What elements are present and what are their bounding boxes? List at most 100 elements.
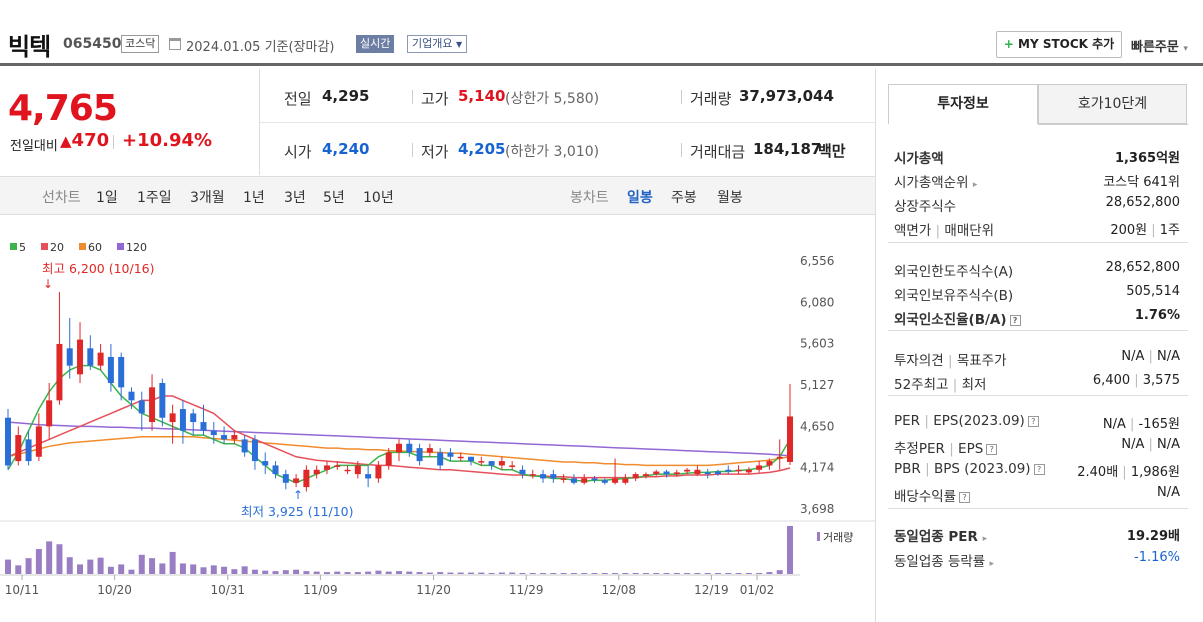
info-value-text: 1.76% xyxy=(1134,308,1180,323)
volume-bar xyxy=(5,559,11,574)
info-value-text2: N/A xyxy=(1157,349,1180,364)
divider xyxy=(681,90,682,104)
candle-body xyxy=(437,452,444,466)
volume-bar xyxy=(375,570,382,574)
amount-label: 거래대금 xyxy=(690,143,746,161)
low-annotation: 최저 3,925 (11/10) xyxy=(241,504,354,519)
stock-code: 065450 xyxy=(63,36,122,52)
info-value-text: 1,365억원 xyxy=(1114,151,1180,166)
quick-order-label: 빠른주문 xyxy=(1131,40,1179,55)
tab-10y[interactable]: 10년 xyxy=(363,190,394,206)
my-stock-add-button[interactable]: + MY STOCK 추가 xyxy=(996,31,1122,58)
tab-monthly[interactable]: 월봉 xyxy=(717,190,743,206)
info-value: 28,652,800 xyxy=(1106,260,1180,275)
candle-body xyxy=(5,417,11,466)
tab-1d[interactable]: 1일 xyxy=(96,190,118,206)
volume-bar xyxy=(612,573,619,574)
tab-1y[interactable]: 1년 xyxy=(243,190,265,206)
tab-investment-info[interactable]: 투자정보 xyxy=(888,84,1038,124)
candle-body xyxy=(56,343,63,401)
volume-label: 거래량 xyxy=(690,90,732,108)
divider: | xyxy=(1144,437,1157,452)
candle-body xyxy=(138,400,145,414)
tab-1w[interactable]: 1주일 xyxy=(137,190,172,206)
tab-5y[interactable]: 5년 xyxy=(323,190,345,206)
candle-body xyxy=(468,456,475,462)
volume-bar xyxy=(159,563,166,574)
price-chart[interactable]: 5 20 60 120 6,556 6,080 5,603 5,127 4,650 4,174 3,… xyxy=(0,216,875,622)
candle-body xyxy=(601,480,608,483)
divider: | xyxy=(1118,465,1131,480)
help-icon[interactable]: ? xyxy=(1027,416,1039,427)
y-tick-label: 6,080 xyxy=(800,295,834,309)
prev-close-value: 4,295 xyxy=(322,87,370,105)
volume-bar xyxy=(437,572,444,574)
info-value-text: N/A xyxy=(1121,437,1145,452)
lower-limit: (하한가 3,010) xyxy=(505,144,600,160)
info-label: 추정PER | EPS? xyxy=(894,437,998,457)
price-box xyxy=(0,69,260,175)
candle-body xyxy=(15,435,22,462)
up-triangle-icon: ▲ xyxy=(60,132,72,150)
info-label-text: 액면가 xyxy=(894,223,932,239)
tab-3m[interactable]: 3개월 xyxy=(190,190,225,206)
candle-body xyxy=(149,387,156,423)
info-label-text: 시가총액 xyxy=(894,151,944,167)
row-divider xyxy=(888,330,1188,331)
candle-body xyxy=(190,413,197,423)
candle-body xyxy=(179,409,186,431)
candle-body xyxy=(447,452,454,457)
volume-bar xyxy=(478,572,485,574)
volume-bar xyxy=(66,557,73,574)
info-value-text: 200원 xyxy=(1110,223,1148,238)
volume-bar xyxy=(241,566,248,574)
volume-bar xyxy=(56,544,63,574)
info-value-text: -1.16% xyxy=(1134,550,1180,565)
info-value-text2: -165원 xyxy=(1138,417,1180,432)
tab-3y[interactable]: 3년 xyxy=(284,190,306,206)
tab-orderbook-10[interactable]: 호가10단계 xyxy=(1038,84,1187,124)
info-value-text: N/A xyxy=(1121,349,1145,364)
tab-weekly[interactable]: 주봉 xyxy=(671,190,697,206)
info-label: 시가총액순위 ▸ xyxy=(894,171,977,191)
realtime-button[interactable]: 실시간 xyxy=(356,35,395,53)
volume-bar xyxy=(344,572,351,574)
corp-info-dropdown[interactable]: 기업개요 ▼ xyxy=(407,35,468,53)
tab-daily[interactable]: 일봉 xyxy=(627,190,653,206)
price-change: ▲470 xyxy=(60,130,109,151)
high-annotation: 최고 6,200 (10/16) xyxy=(42,261,155,276)
divider: | xyxy=(920,461,934,477)
volume-bar xyxy=(776,570,783,574)
volume-bar xyxy=(262,570,269,574)
y-tick-label: 6,556 xyxy=(800,254,834,268)
divider: | xyxy=(1144,349,1157,364)
volume-bar xyxy=(313,571,320,574)
x-tick-label: 01/02 xyxy=(740,583,775,597)
tab-underline xyxy=(1038,124,1188,125)
candle-body xyxy=(396,443,402,453)
candle-body xyxy=(570,478,577,483)
price-change-pct: +10.94% xyxy=(122,130,213,151)
amount-value: 184,187 xyxy=(753,140,822,158)
info-value-text: 28,652,800 xyxy=(1105,260,1180,275)
help-icon[interactable]: ? xyxy=(959,492,971,503)
volume-bar xyxy=(282,570,289,574)
help-icon[interactable]: ? xyxy=(1033,464,1045,475)
info-label-text2: 매매단위 xyxy=(944,223,995,239)
quick-order-button[interactable]: 빠른주문 ▾ xyxy=(1131,36,1188,55)
info-value-text: 505,514 xyxy=(1126,284,1180,299)
help-icon[interactable]: ? xyxy=(986,444,998,455)
candle-body xyxy=(529,474,536,476)
candle-body xyxy=(673,472,680,475)
help-icon[interactable]: ? xyxy=(1009,315,1021,326)
candle-body xyxy=(334,465,341,467)
candle-body xyxy=(169,413,176,423)
info-label-text: 외국인소진율(B/A) xyxy=(894,312,1007,328)
volume-bar xyxy=(416,572,423,574)
ma-legend-swatch xyxy=(10,243,17,250)
volume-bar xyxy=(385,571,392,574)
volume-bar xyxy=(560,573,567,574)
candle-body xyxy=(478,461,485,463)
candle-body xyxy=(416,448,423,462)
info-label-text: 동일업종 PER xyxy=(894,529,978,545)
